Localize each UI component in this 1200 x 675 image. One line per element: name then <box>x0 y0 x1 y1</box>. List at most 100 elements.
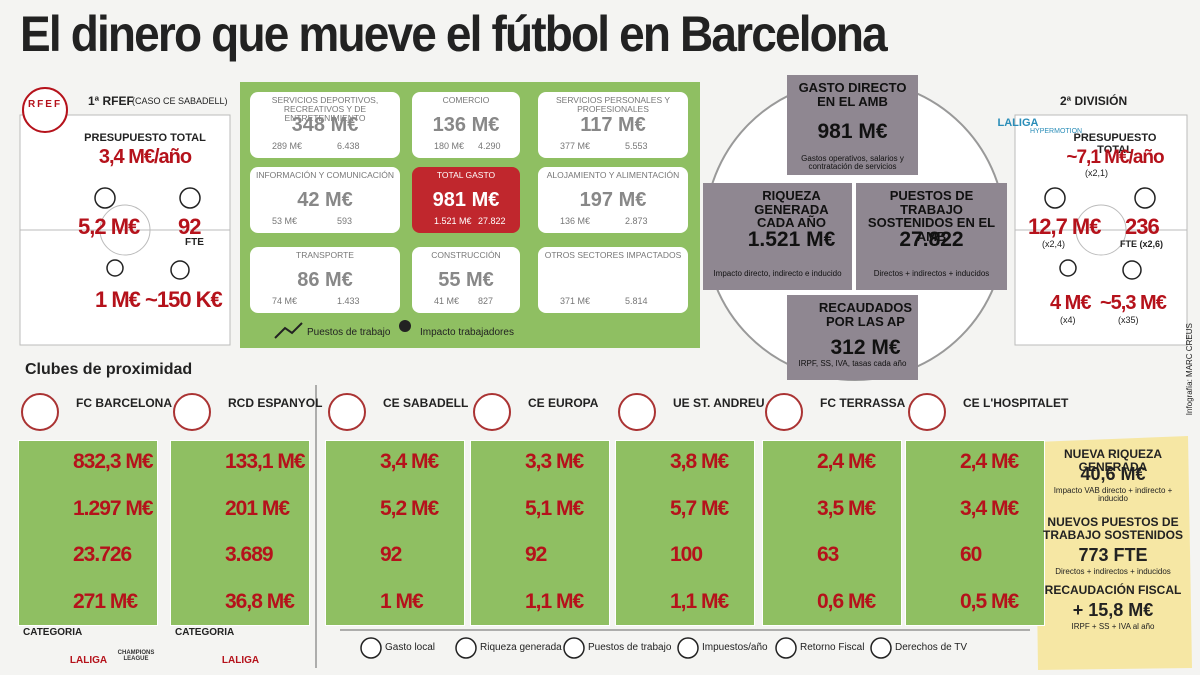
club-name: CE L'HOSPITALET <box>963 396 1069 410</box>
club-name: CE EUROPA <box>528 396 599 410</box>
sector-name: ALOJAMIENTO Y ALIMENTACIÓN <box>546 170 680 180</box>
club-value: 3,8 M€ <box>670 450 729 473</box>
budget-x: (x2,1) <box>1085 168 1109 178</box>
sector-jobs: 377 M€ <box>560 141 591 151</box>
amb-box <box>703 183 852 290</box>
sector-jobs: 180 M€ <box>434 141 465 151</box>
sector-value: 117 M€ <box>580 114 646 136</box>
sector-name: COMERCIO <box>442 95 490 105</box>
club-value: 832,3 M€ <box>73 450 154 473</box>
sector-jobs: 289 M€ <box>272 141 303 151</box>
fte-label: FTE (x2,6) <box>1120 239 1164 249</box>
icon <box>870 637 892 659</box>
sector-name: SERVICIOS DEPORTIVOS, RECREATIVOS Y DE E… <box>271 95 379 123</box>
icon <box>677 637 699 659</box>
sector-box <box>412 247 520 313</box>
club-value: 2,4 M€ <box>960 450 1019 473</box>
club-value: 3.689 <box>225 543 274 566</box>
summary-note: Impacto VAB directo + indirecto + induci… <box>1053 486 1173 504</box>
logo: RFEF <box>27 99 63 110</box>
amb-value: 27.822 <box>899 228 964 251</box>
club-value: 3,4 M€ <box>960 496 1019 520</box>
logo: LALIGA <box>997 117 1039 129</box>
sector-workers: 27.822 <box>478 216 506 226</box>
league: 1ª RFEF <box>88 94 134 108</box>
sector-value: 42 M€ <box>297 189 353 211</box>
sector-value: 136 M€ <box>432 114 500 136</box>
case: (CASO CE SABADELL) <box>132 96 228 106</box>
club-value: 3,5 M€ <box>817 496 876 520</box>
amb-value: 1.521 M€ <box>747 228 836 251</box>
budget: 3,4 M€/año <box>98 146 192 168</box>
club-name: FC BARCELONA <box>76 396 172 410</box>
tv: ~5,3 M€ <box>1100 292 1167 314</box>
tv-x: (x35) <box>1118 315 1139 325</box>
logo-sub: HYPERMOTION <box>1030 128 1083 135</box>
budget: ~7,1 M€/año <box>1066 147 1164 168</box>
fte: 236 <box>1125 214 1160 239</box>
amb-value: 312 M€ <box>830 336 901 359</box>
fte-label: FTE <box>185 237 204 248</box>
sector-jobs: 41 M€ <box>434 296 460 306</box>
category-logo: CHAMPIONS LEAGUE <box>117 650 155 663</box>
club-value: 0,5 M€ <box>960 589 1019 613</box>
summary-title: NUEVOS PUESTOS DE TRABAJO SOSTENIDOS <box>1042 515 1183 542</box>
club-name: CE SABADELL <box>383 396 469 410</box>
sector-workers: 5.814 <box>625 296 648 306</box>
field <box>762 440 902 626</box>
sector-name: INFORMACIÓN Y COMUNICACIÓN <box>255 170 395 180</box>
legend-label: Derechos de TV <box>895 642 968 653</box>
sector-jobs: 1.521 M€ <box>434 216 472 226</box>
field <box>325 440 465 626</box>
sector-box <box>412 92 520 158</box>
sector-name: OTROS SECTORES IMPACTADOS <box>544 250 682 260</box>
club-value: 5,7 M€ <box>670 496 729 520</box>
legend-jobs: Puestos de trabajo <box>307 327 391 338</box>
icon <box>775 637 797 659</box>
amb-title: PUESTOS DE TRABAJO SOSTENIDOS EN EL AMB <box>867 188 996 244</box>
amb-box <box>787 295 918 380</box>
club-value: 1,1 M€ <box>525 589 584 613</box>
club-value: 60 <box>960 543 982 566</box>
club-value: 1,1 M€ <box>670 589 729 613</box>
sector-box <box>250 247 400 313</box>
icon <box>94 187 116 209</box>
summary-note: IRPF + SS + IVA al año <box>1071 622 1155 631</box>
budget-label: PRESUPUESTO TOTAL <box>84 132 206 144</box>
sector-jobs: 371 M€ <box>560 296 591 306</box>
tv: ~150 K€ <box>145 287 223 312</box>
legend-label: Retorno Fiscal <box>800 642 865 653</box>
amb-box <box>787 75 918 175</box>
amb-value: 981 M€ <box>817 120 888 143</box>
gasto-x: (x2,4) <box>1042 239 1066 249</box>
amb-note: Gastos operativos, salarios y contrataci… <box>801 154 904 172</box>
icon <box>1134 187 1156 209</box>
icon <box>399 320 411 332</box>
sector-box <box>250 167 400 233</box>
icon <box>170 260 190 280</box>
sector-workers: 593 <box>337 216 353 226</box>
icon <box>274 322 303 339</box>
amb-note: Directos + indirectos + inducidos <box>873 269 990 278</box>
club-value: 1 M€ <box>380 589 424 613</box>
summary-value: 40,6 M€ <box>1080 464 1146 484</box>
sector-workers: 6.438 <box>337 141 360 151</box>
sector-value: 981 M€ <box>432 189 500 211</box>
summary-title: NUEVA RIQUEZA GENERADA <box>1063 447 1162 474</box>
icon <box>106 259 124 277</box>
club-value: 3,4 M€ <box>380 450 439 473</box>
clubs-title: Clubes de proximidad <box>25 361 193 378</box>
icon <box>179 187 201 209</box>
gasto: 5,2 M€ <box>78 214 140 239</box>
sector-name: TOTAL GASTO <box>436 170 496 180</box>
icon <box>765 393 803 431</box>
icon <box>21 393 59 431</box>
club-value: 3,3 M€ <box>525 450 584 473</box>
legend-label: Riqueza generada <box>480 642 562 653</box>
category-label: CATEGORIA <box>175 627 235 638</box>
icon <box>1059 259 1077 277</box>
sector-jobs: 53 M€ <box>272 216 298 226</box>
sector-box <box>538 167 688 233</box>
club-name: FC TERRASSA <box>820 396 906 410</box>
